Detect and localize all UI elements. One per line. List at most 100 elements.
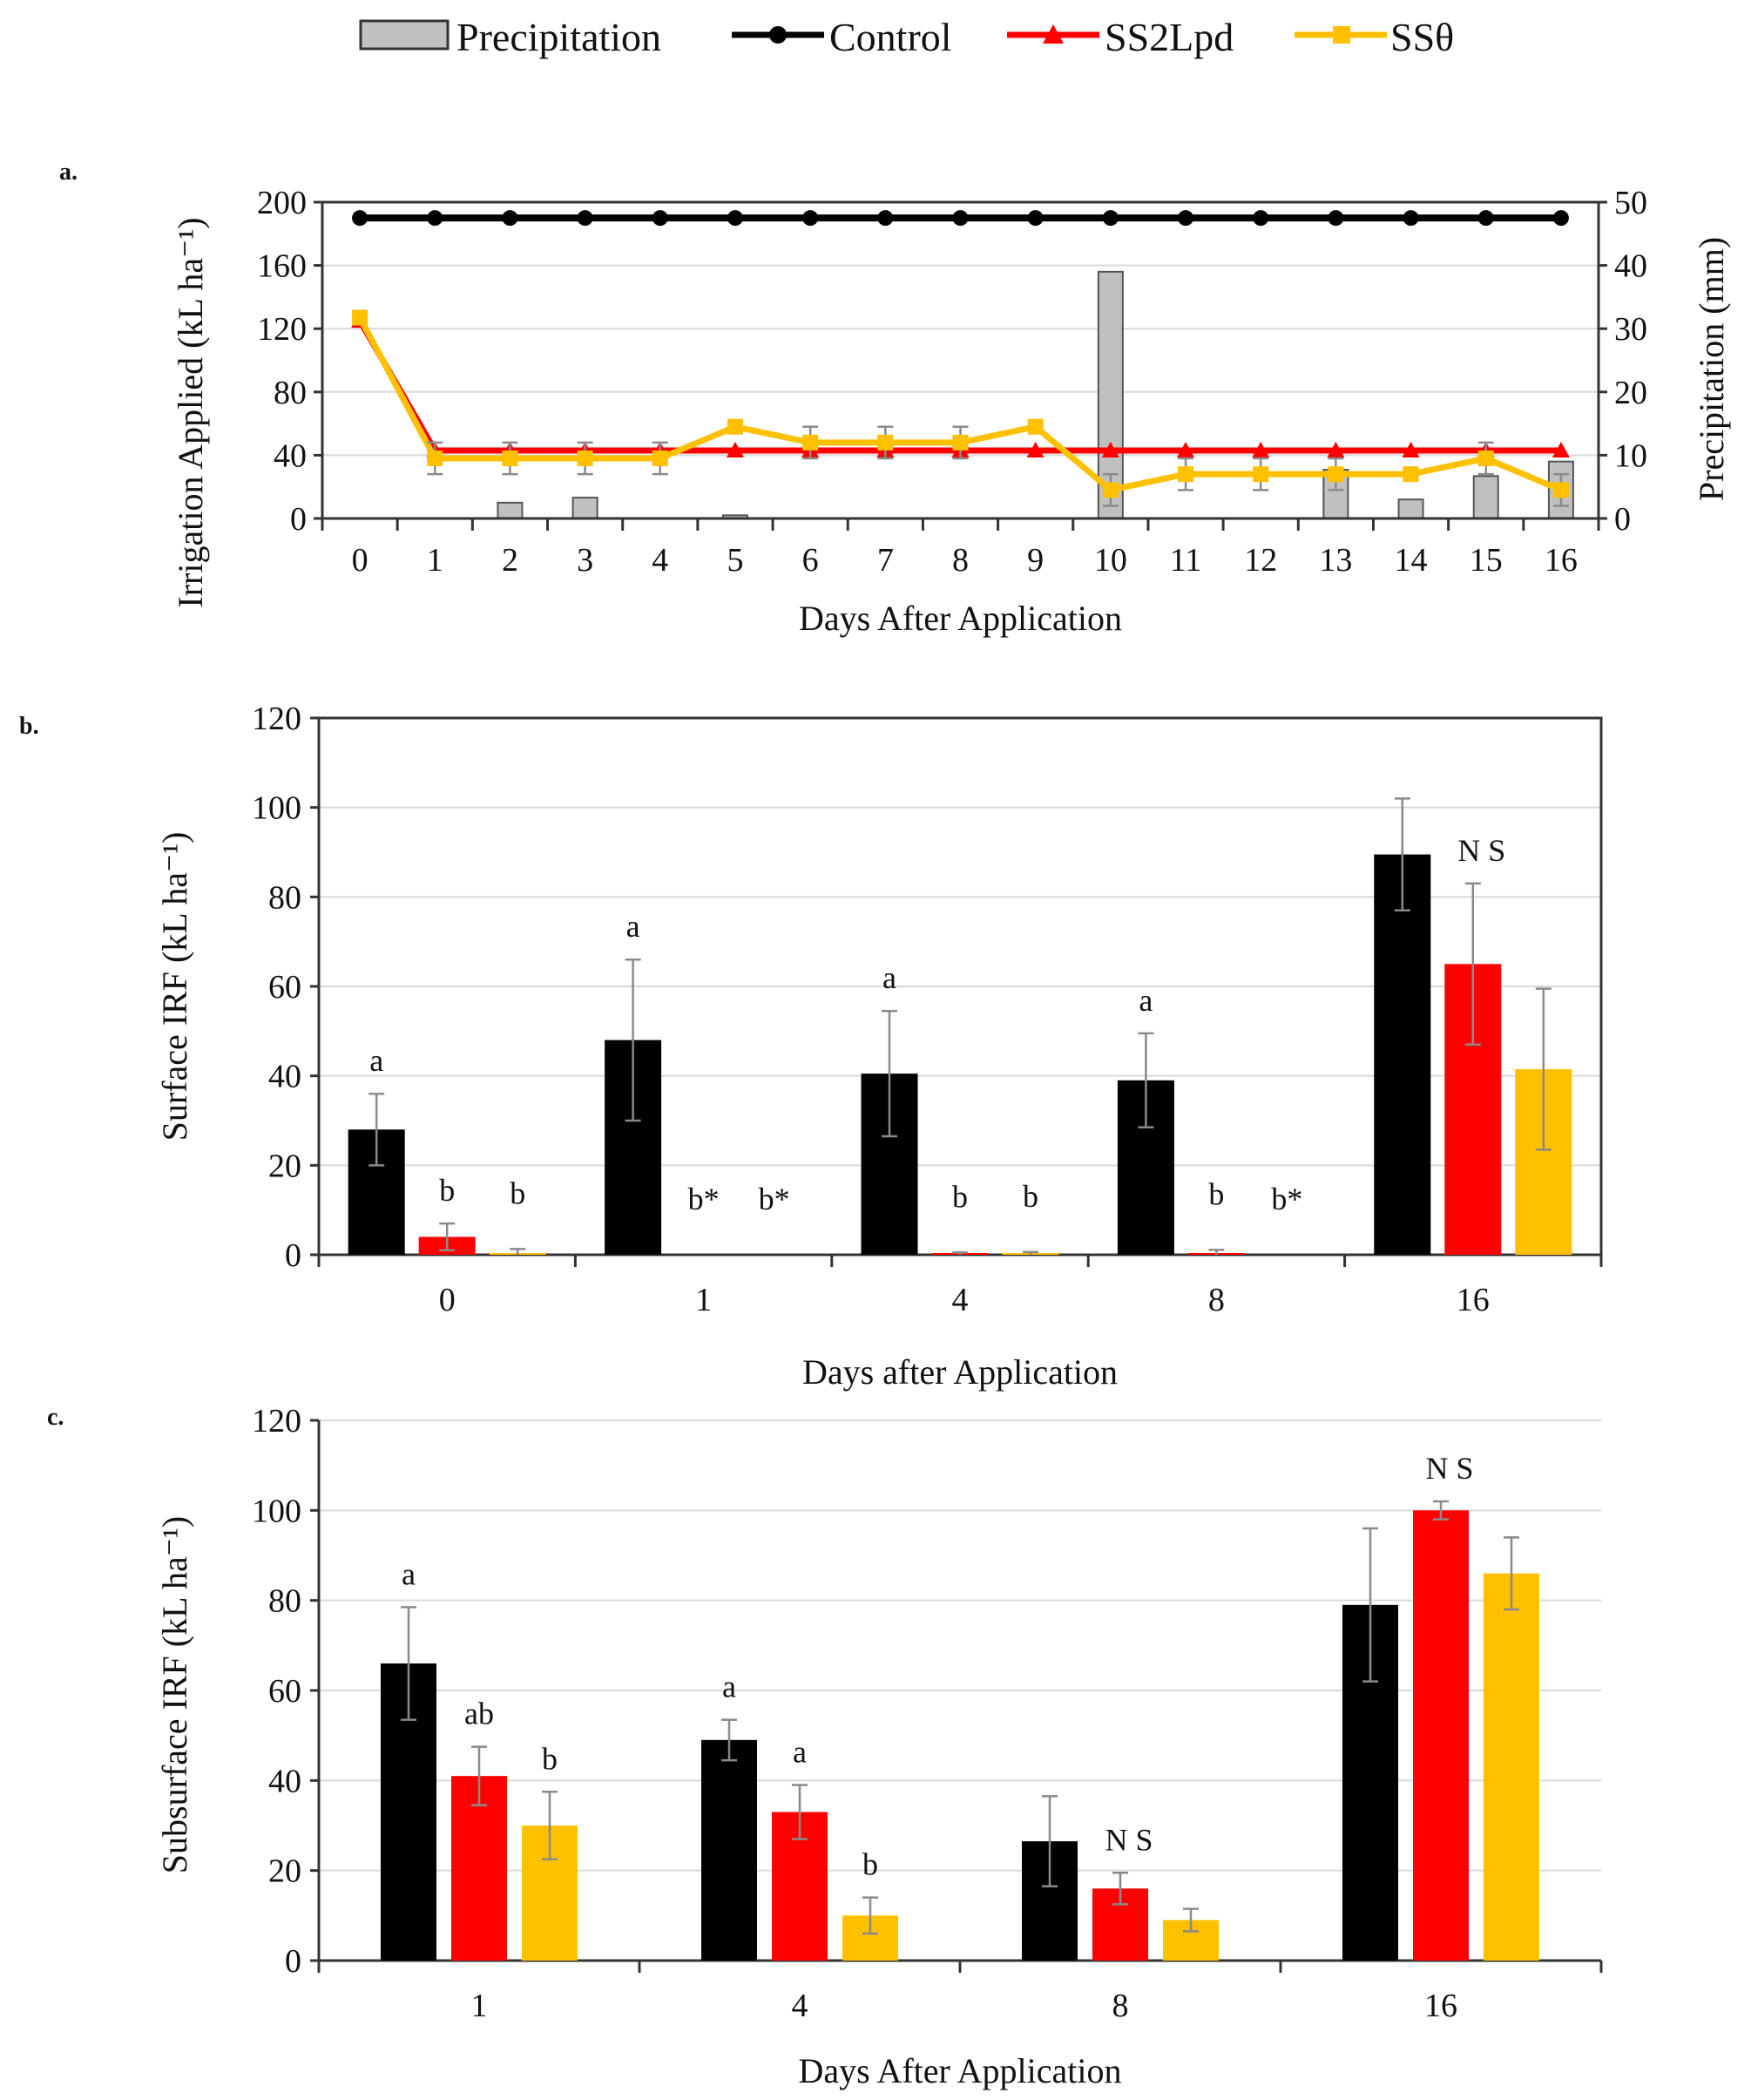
x-tick-label: 8 (952, 542, 969, 579)
x-tick-label: 10 (1094, 542, 1127, 579)
y-tick-label: 0 (290, 501, 307, 538)
significance-letter: a (369, 1043, 383, 1078)
significance-letter: ab (464, 1697, 494, 1731)
data-point-sstheta (1552, 482, 1569, 498)
x-tick-label: 8 (1112, 1988, 1129, 2024)
data-point-sstheta (652, 450, 668, 467)
y-tick-label: 100 (252, 790, 301, 827)
x-tick-label: 1 (695, 1282, 712, 1318)
data-point-sstheta (352, 309, 368, 326)
y-tick-label: 120 (252, 1403, 301, 1440)
data-point-control (427, 210, 443, 227)
data-point-sstheta (577, 450, 593, 467)
y-tick-label: 40 (268, 1059, 301, 1095)
y-tick-label: 0 (285, 1943, 301, 1980)
data-point-control (1102, 210, 1119, 227)
data-point-control (1178, 210, 1194, 227)
data-point-control (727, 210, 743, 227)
y-tick-label: 120 (257, 311, 307, 348)
legend-label-precipitation: Precipitation (456, 15, 661, 59)
y-tick-label: 100 (252, 1493, 301, 1529)
significance-letter: b* (688, 1182, 720, 1216)
significance-letter: b (439, 1173, 455, 1208)
plot-frame (321, 200, 1600, 520)
data-point-control (352, 210, 368, 227)
bar-ss2lpd (1413, 1510, 1469, 1961)
significance-letter: b* (1271, 1182, 1302, 1216)
data-point-sstheta (502, 450, 518, 467)
x-tick-label: 6 (802, 542, 819, 579)
x-tick-label: 16 (1545, 542, 1578, 579)
x-tick-label: 12 (1244, 542, 1277, 579)
significance-letter: N S (1425, 1451, 1473, 1486)
x-tick-label: 4 (952, 1282, 969, 1318)
y-tick-label: 40 (268, 1763, 301, 1799)
y-tick-label: 200 (257, 185, 307, 221)
y-tick-label: 60 (268, 1673, 301, 1710)
x-tick-label: 0 (439, 1282, 456, 1318)
series-line-sstheta (357, 315, 1563, 494)
x-tick-label: 11 (1170, 542, 1202, 579)
data-point-control (1253, 210, 1269, 227)
significance-letter: b (542, 1741, 558, 1776)
x-axis-label: Days After Application (799, 599, 1122, 638)
data-point-control (502, 210, 518, 227)
y2-tick-label: 30 (1614, 311, 1647, 348)
x-axis-label: Days after Application (802, 1352, 1118, 1392)
x-tick-label: 7 (877, 542, 894, 579)
panel-label-a: a. (59, 159, 78, 186)
significance-letter: b (952, 1179, 968, 1214)
data-point-control (1328, 210, 1344, 227)
data-point-control (1027, 210, 1044, 227)
data-point-sstheta (1253, 466, 1269, 483)
bar-ss2lpd (451, 1776, 507, 1961)
legend-label-control: Control (829, 15, 952, 59)
x-tick-label: 2 (502, 542, 518, 579)
legend-swatch-precipitation (359, 19, 450, 51)
x-tick-label: 8 (1208, 1282, 1225, 1318)
legend: Precipitation Control SS2Lpd SSθ (359, 15, 1454, 59)
data-point-sstheta (1178, 466, 1194, 483)
data-point-sstheta (1102, 482, 1119, 498)
y2-tick-label: 10 (1614, 437, 1647, 474)
significance-letter: a (793, 1735, 807, 1770)
data-point-sstheta (727, 418, 743, 435)
legend-marker-sstheta (1333, 26, 1350, 44)
data-point-ss2lpd (1026, 441, 1045, 457)
y2-axis-label: Precipitation (mm) (1692, 237, 1731, 501)
x-tick-label: 4 (792, 1988, 808, 2024)
significance-letter: b (510, 1175, 525, 1210)
y-tick-label: 80 (268, 879, 301, 916)
bar-control (1374, 854, 1431, 1255)
data-point-sstheta (1328, 466, 1344, 483)
legend-marker-ss2lpd (1043, 24, 1064, 44)
data-point-ss2lpd (1101, 441, 1119, 457)
panel-label-b: b. (19, 713, 39, 740)
y-tick-label: 120 (252, 701, 301, 737)
data-point-control (577, 210, 593, 227)
legend-marker-control (769, 26, 787, 44)
y2-tick-label: 40 (1614, 248, 1647, 285)
significance-letter: b (862, 1847, 878, 1882)
bar-sstheta (1484, 1573, 1539, 1961)
significance-letter: a (402, 1556, 416, 1591)
x-tick-label: 14 (1395, 542, 1428, 579)
x-tick-label: 15 (1470, 542, 1503, 579)
bar-control (701, 1739, 757, 1961)
x-tick-label: 4 (652, 542, 668, 579)
x-tick-label: 9 (1027, 542, 1044, 579)
data-point-sstheta (1027, 418, 1044, 435)
data-point-sstheta (1477, 450, 1494, 467)
data-point-sstheta (877, 434, 894, 450)
y-tick-label: 40 (274, 437, 307, 474)
y-tick-label: 0 (285, 1237, 301, 1274)
y2-tick-label: 20 (1614, 375, 1647, 411)
data-point-ss2lpd (1177, 441, 1195, 457)
y-tick-label: 80 (274, 375, 307, 411)
data-point-control (877, 210, 894, 227)
precipitation-bar (1397, 498, 1424, 519)
legend-label-ss2lpd: SS2Lpd (1105, 15, 1234, 59)
significance-letter: a (1139, 983, 1153, 1018)
